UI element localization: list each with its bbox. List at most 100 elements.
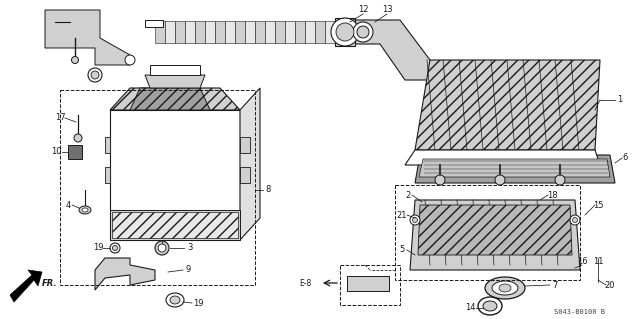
- Bar: [60, 90, 255, 285]
- Text: 7: 7: [552, 280, 557, 290]
- Polygon shape: [355, 20, 430, 80]
- Ellipse shape: [166, 293, 184, 307]
- Ellipse shape: [79, 206, 91, 214]
- Bar: [265, 21, 275, 43]
- Ellipse shape: [499, 284, 511, 292]
- Text: 6: 6: [622, 153, 628, 162]
- Text: 20: 20: [605, 280, 615, 290]
- Bar: [225, 21, 235, 43]
- Text: S043-B0100 B: S043-B0100 B: [554, 309, 605, 315]
- Ellipse shape: [331, 18, 359, 46]
- Ellipse shape: [495, 175, 505, 185]
- Text: 17: 17: [54, 114, 65, 122]
- Polygon shape: [110, 88, 240, 110]
- Polygon shape: [419, 159, 610, 177]
- Ellipse shape: [158, 244, 166, 252]
- Bar: [285, 21, 295, 43]
- Ellipse shape: [413, 218, 417, 222]
- Polygon shape: [110, 110, 240, 240]
- Text: 2: 2: [405, 190, 411, 199]
- Bar: [175, 21, 185, 43]
- Polygon shape: [415, 155, 615, 183]
- Polygon shape: [110, 210, 240, 240]
- Text: 3: 3: [188, 243, 193, 253]
- Text: 1: 1: [618, 95, 623, 105]
- Text: 19: 19: [193, 299, 204, 308]
- Ellipse shape: [82, 208, 88, 212]
- Polygon shape: [418, 205, 572, 255]
- Ellipse shape: [570, 215, 580, 225]
- Bar: [165, 21, 175, 43]
- Bar: [325, 21, 335, 43]
- Text: 21: 21: [397, 211, 407, 219]
- Ellipse shape: [410, 215, 420, 225]
- Bar: [195, 21, 205, 43]
- Ellipse shape: [478, 297, 502, 315]
- Text: 4: 4: [65, 201, 70, 210]
- Bar: [347, 276, 389, 291]
- Polygon shape: [95, 258, 155, 290]
- Polygon shape: [105, 167, 110, 183]
- Ellipse shape: [170, 296, 180, 304]
- Ellipse shape: [492, 281, 518, 295]
- Text: 13: 13: [381, 5, 392, 14]
- Text: 18: 18: [547, 190, 557, 199]
- Ellipse shape: [336, 23, 354, 41]
- Ellipse shape: [357, 26, 369, 38]
- Text: 15: 15: [593, 201, 604, 210]
- Bar: [215, 21, 225, 43]
- Ellipse shape: [74, 134, 82, 142]
- Text: 9: 9: [186, 265, 191, 275]
- Bar: [235, 21, 245, 43]
- Text: 5: 5: [399, 246, 404, 255]
- Text: 10: 10: [51, 147, 61, 157]
- Text: 12: 12: [358, 5, 368, 14]
- Bar: [305, 21, 315, 43]
- Ellipse shape: [353, 22, 373, 42]
- Bar: [340, 265, 400, 305]
- Bar: [185, 21, 195, 43]
- Bar: [295, 21, 305, 43]
- Polygon shape: [240, 167, 250, 183]
- Ellipse shape: [155, 241, 169, 255]
- Polygon shape: [105, 137, 110, 153]
- Bar: [245, 21, 255, 43]
- Bar: [68, 145, 82, 159]
- Ellipse shape: [485, 277, 525, 299]
- Ellipse shape: [91, 71, 99, 79]
- Polygon shape: [10, 270, 42, 302]
- Polygon shape: [112, 212, 238, 238]
- Polygon shape: [240, 137, 250, 153]
- Ellipse shape: [125, 55, 135, 65]
- Ellipse shape: [435, 175, 445, 185]
- Polygon shape: [145, 75, 205, 88]
- Polygon shape: [45, 10, 130, 65]
- Text: 14: 14: [465, 303, 476, 313]
- Ellipse shape: [113, 246, 118, 250]
- Polygon shape: [335, 18, 355, 46]
- Text: 8: 8: [266, 186, 271, 195]
- Polygon shape: [240, 88, 260, 240]
- Text: 19: 19: [93, 243, 103, 253]
- Bar: [275, 21, 285, 43]
- Ellipse shape: [555, 175, 565, 185]
- Bar: [395, 185, 580, 280]
- Ellipse shape: [110, 243, 120, 253]
- Bar: [205, 21, 215, 43]
- Ellipse shape: [88, 68, 102, 82]
- Polygon shape: [415, 60, 600, 150]
- Bar: [145, 20, 163, 27]
- Polygon shape: [130, 88, 210, 110]
- Bar: [255, 21, 265, 43]
- Text: 11: 11: [593, 257, 604, 266]
- Ellipse shape: [483, 301, 497, 311]
- Text: FR.: FR.: [42, 278, 58, 287]
- Bar: [155, 21, 165, 43]
- Ellipse shape: [72, 56, 79, 63]
- Ellipse shape: [573, 218, 577, 222]
- Polygon shape: [405, 150, 600, 165]
- Text: E-8: E-8: [300, 278, 312, 287]
- Polygon shape: [410, 200, 580, 270]
- Text: 16: 16: [577, 257, 588, 266]
- Polygon shape: [150, 65, 200, 75]
